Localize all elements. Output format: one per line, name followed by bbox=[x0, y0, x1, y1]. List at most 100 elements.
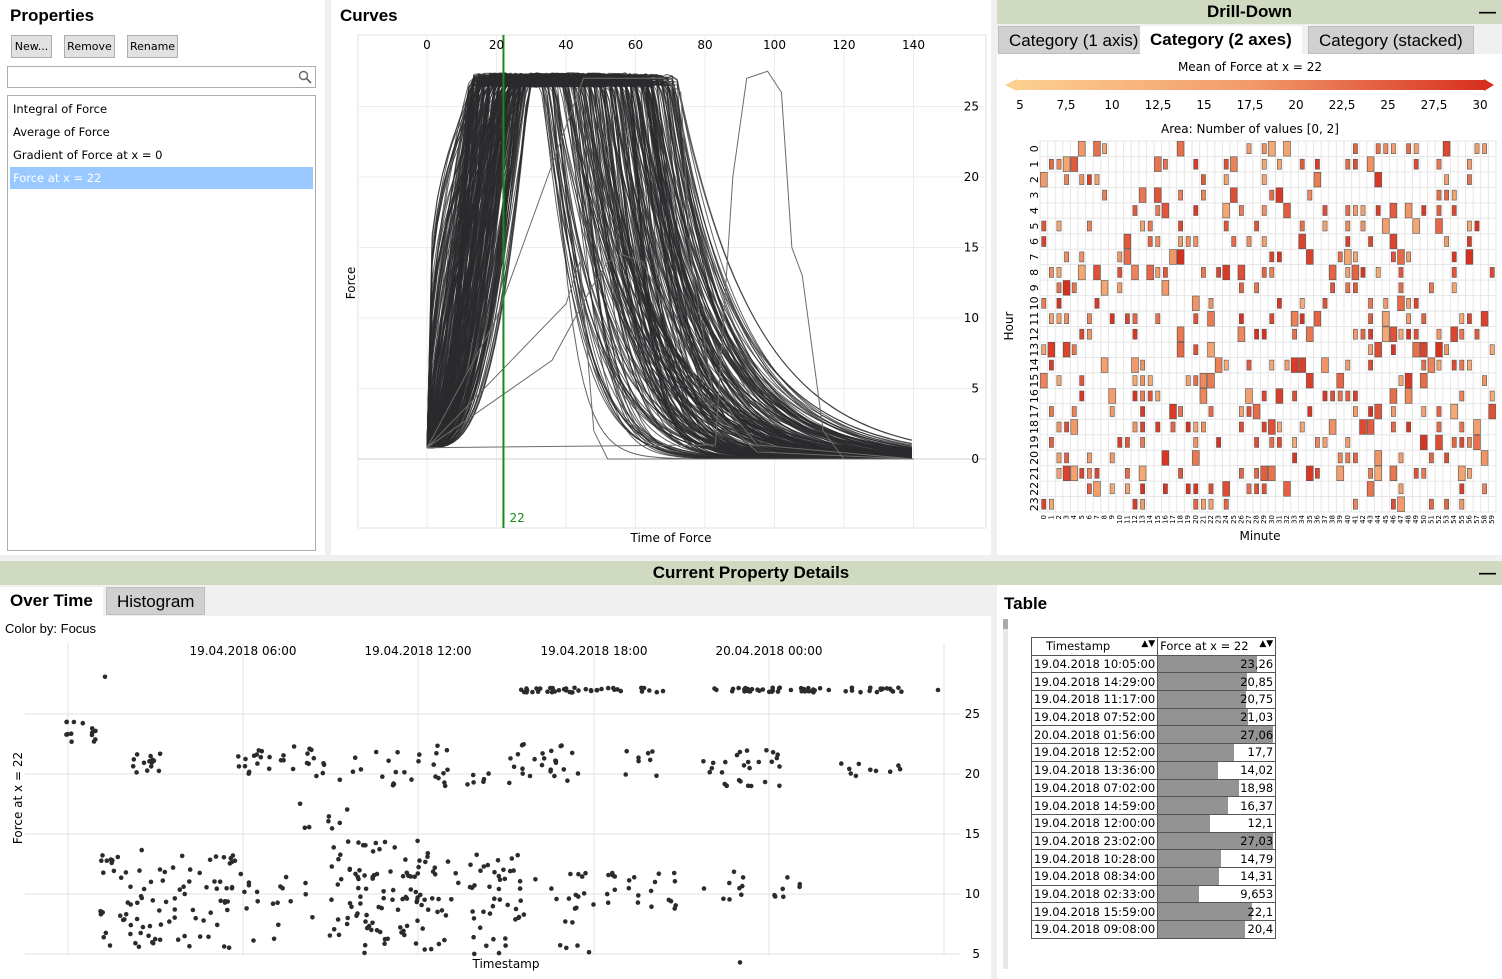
scatter-point bbox=[130, 764, 136, 769]
heat-cell bbox=[1062, 465, 1071, 481]
scatter-point bbox=[553, 758, 558, 763]
table-row[interactable]: 19.04.2018 10:28:00 14,79 bbox=[1030, 849, 1277, 868]
tab-histogram[interactable]: Histogram bbox=[106, 587, 206, 615]
table-row[interactable]: 19.04.2018 12:00:00 12,1 bbox=[1030, 813, 1277, 833]
property-item-gradient[interactable]: Gradient of Force at x = 0 bbox=[13, 148, 163, 162]
tab-category-1-axis[interactable]: Category (1 axis) bbox=[998, 26, 1150, 54]
value-bar bbox=[1158, 903, 1253, 920]
table-row[interactable]: 19.04.2018 07:52:00 21,03 bbox=[1030, 707, 1277, 727]
tab-category-2-axes[interactable]: Category (2 axes) bbox=[1140, 26, 1302, 54]
heat-cell bbox=[1466, 236, 1472, 247]
tab-category-stacked[interactable]: Category (stacked) bbox=[1308, 26, 1474, 54]
scatter-point bbox=[101, 935, 106, 940]
table-row[interactable]: 20.04.2018 01:56:00 27,06 bbox=[1030, 725, 1277, 745]
scatter-point bbox=[847, 766, 852, 772]
sort-icon[interactable]: ▲▼ bbox=[1259, 639, 1274, 650]
hour-tick-label: 7 bbox=[1028, 253, 1041, 260]
heat-cell bbox=[1389, 326, 1398, 342]
curves-y-axis-label: Force bbox=[344, 267, 358, 299]
heat-cell bbox=[1328, 264, 1337, 281]
scatter-point bbox=[639, 689, 645, 694]
table-row[interactable]: 19.04.2018 23:02:00 27,03 bbox=[1030, 831, 1277, 851]
rename-button[interactable]: Rename bbox=[127, 35, 178, 58]
scatter-point bbox=[896, 685, 901, 691]
scatter-point bbox=[576, 894, 581, 899]
heat-cell bbox=[1231, 236, 1237, 247]
heat-cell bbox=[1048, 359, 1054, 371]
heat-cell bbox=[1344, 249, 1352, 265]
table-row[interactable]: 19.04.2018 08:34:00 14,31 bbox=[1030, 866, 1277, 886]
scatter-point bbox=[403, 857, 408, 862]
color-by-label[interactable]: Color by: Focus bbox=[5, 621, 97, 636]
scatter-point bbox=[400, 873, 406, 879]
column-header-force[interactable]: Force at x = 22 ▲▼ bbox=[1157, 637, 1277, 656]
sort-icon[interactable]: ▲▼ bbox=[1141, 639, 1156, 650]
heat-cell bbox=[1254, 437, 1259, 448]
curves-chart[interactable]: 22 0 20 40 60 80 100 120 140 0 5 10 15 20 25 Time of F… bbox=[331, 0, 991, 555]
scatter-point bbox=[724, 783, 729, 789]
properties-list: Integral of Force Average of Force Gradi… bbox=[7, 95, 316, 551]
value-bar bbox=[1158, 814, 1210, 832]
remove-button[interactable]: Remove bbox=[64, 35, 115, 58]
heat-cell bbox=[1459, 421, 1465, 433]
heat-cell bbox=[1155, 421, 1161, 433]
scatter-point bbox=[471, 780, 476, 785]
table-row[interactable]: 19.04.2018 14:59:00 16,37 bbox=[1030, 796, 1277, 815]
new-button[interactable]: New... bbox=[11, 35, 52, 58]
scatter-point bbox=[520, 771, 525, 776]
heat-cell bbox=[1269, 359, 1275, 371]
heat-cell bbox=[1368, 467, 1373, 479]
scatter-point bbox=[225, 907, 230, 913]
column-header-timestamp[interactable]: Timestamp ▲▼ bbox=[1030, 637, 1159, 656]
scatter-point bbox=[221, 944, 227, 949]
scatter-point bbox=[527, 773, 533, 779]
property-item-force-at-x[interactable]: Force at x = 22 bbox=[10, 167, 313, 189]
scatter-point bbox=[798, 685, 804, 691]
heat-cell bbox=[1199, 372, 1208, 389]
table-row[interactable]: 19.04.2018 10:05:00 23,26 bbox=[1030, 654, 1277, 674]
table-scrollbar[interactable] bbox=[1003, 619, 1008, 969]
table-row[interactable]: 19.04.2018 11:17:00 20,75 bbox=[1030, 690, 1277, 709]
heat-cell bbox=[1482, 375, 1487, 386]
scatter-point bbox=[214, 886, 220, 891]
table-row[interactable]: 19.04.2018 13:36:00 14,02 bbox=[1030, 760, 1277, 780]
property-item-average[interactable]: Average of Force bbox=[13, 125, 110, 139]
table-row[interactable]: 19.04.2018 09:08:00 20,4 bbox=[1030, 920, 1277, 939]
table-row[interactable]: 19.04.2018 12:52:00 17,7 bbox=[1030, 743, 1277, 762]
scatter-point bbox=[297, 801, 303, 807]
scatter-point bbox=[737, 885, 742, 891]
table-row[interactable]: 19.04.2018 15:59:00 22,1 bbox=[1030, 902, 1277, 921]
property-item-integral[interactable]: Integral of Force bbox=[13, 102, 108, 116]
scatter-point bbox=[520, 766, 525, 771]
scatter-point bbox=[777, 783, 782, 789]
heat-cell bbox=[1299, 421, 1305, 433]
tab-over-time[interactable]: Over Time bbox=[0, 587, 103, 616]
heat-cell bbox=[1328, 419, 1337, 435]
scatter-point bbox=[120, 917, 126, 923]
scatter-x-tick-label: 19.04.2018 06:00 bbox=[189, 644, 296, 658]
scatter-point bbox=[415, 838, 420, 844]
search-field[interactable] bbox=[7, 66, 316, 88]
scatter-point bbox=[147, 923, 153, 929]
heat-cell bbox=[1260, 465, 1268, 481]
scatter-point bbox=[557, 943, 563, 948]
heat-cell bbox=[1269, 267, 1275, 278]
heat-cell bbox=[1056, 298, 1062, 309]
heat-cell bbox=[1079, 328, 1085, 340]
heat-cell bbox=[1450, 403, 1458, 420]
value-bar bbox=[1158, 921, 1245, 938]
drilldown-minimize-button[interactable]: — bbox=[1479, 2, 1496, 21]
curves-x-axis-label: Time of Force bbox=[629, 531, 711, 545]
search-input[interactable] bbox=[8, 67, 288, 87]
details-minimize-button[interactable]: — bbox=[1479, 563, 1496, 582]
scatter-point bbox=[511, 764, 517, 770]
table-row[interactable]: 19.04.2018 02:33:00 9,653 bbox=[1030, 884, 1277, 904]
heat-cell bbox=[1199, 388, 1208, 404]
table-row[interactable]: 19.04.2018 07:02:00 18,98 bbox=[1030, 778, 1277, 798]
scatter-point bbox=[470, 772, 476, 778]
heatmap-chart[interactable]: Mean of Force at x = 22 5 7,5 10 12,5 15 17,5… bbox=[997, 55, 1502, 555]
table-row[interactable]: 19.04.2018 14:29:00 20,85 bbox=[1030, 672, 1277, 692]
scatter-point bbox=[737, 749, 743, 755]
scatter-chart[interactable]: 19.04.2018 06:00 19.04.2018 12:00 19.04.20… bbox=[0, 585, 991, 979]
scatter-point bbox=[636, 755, 641, 760]
